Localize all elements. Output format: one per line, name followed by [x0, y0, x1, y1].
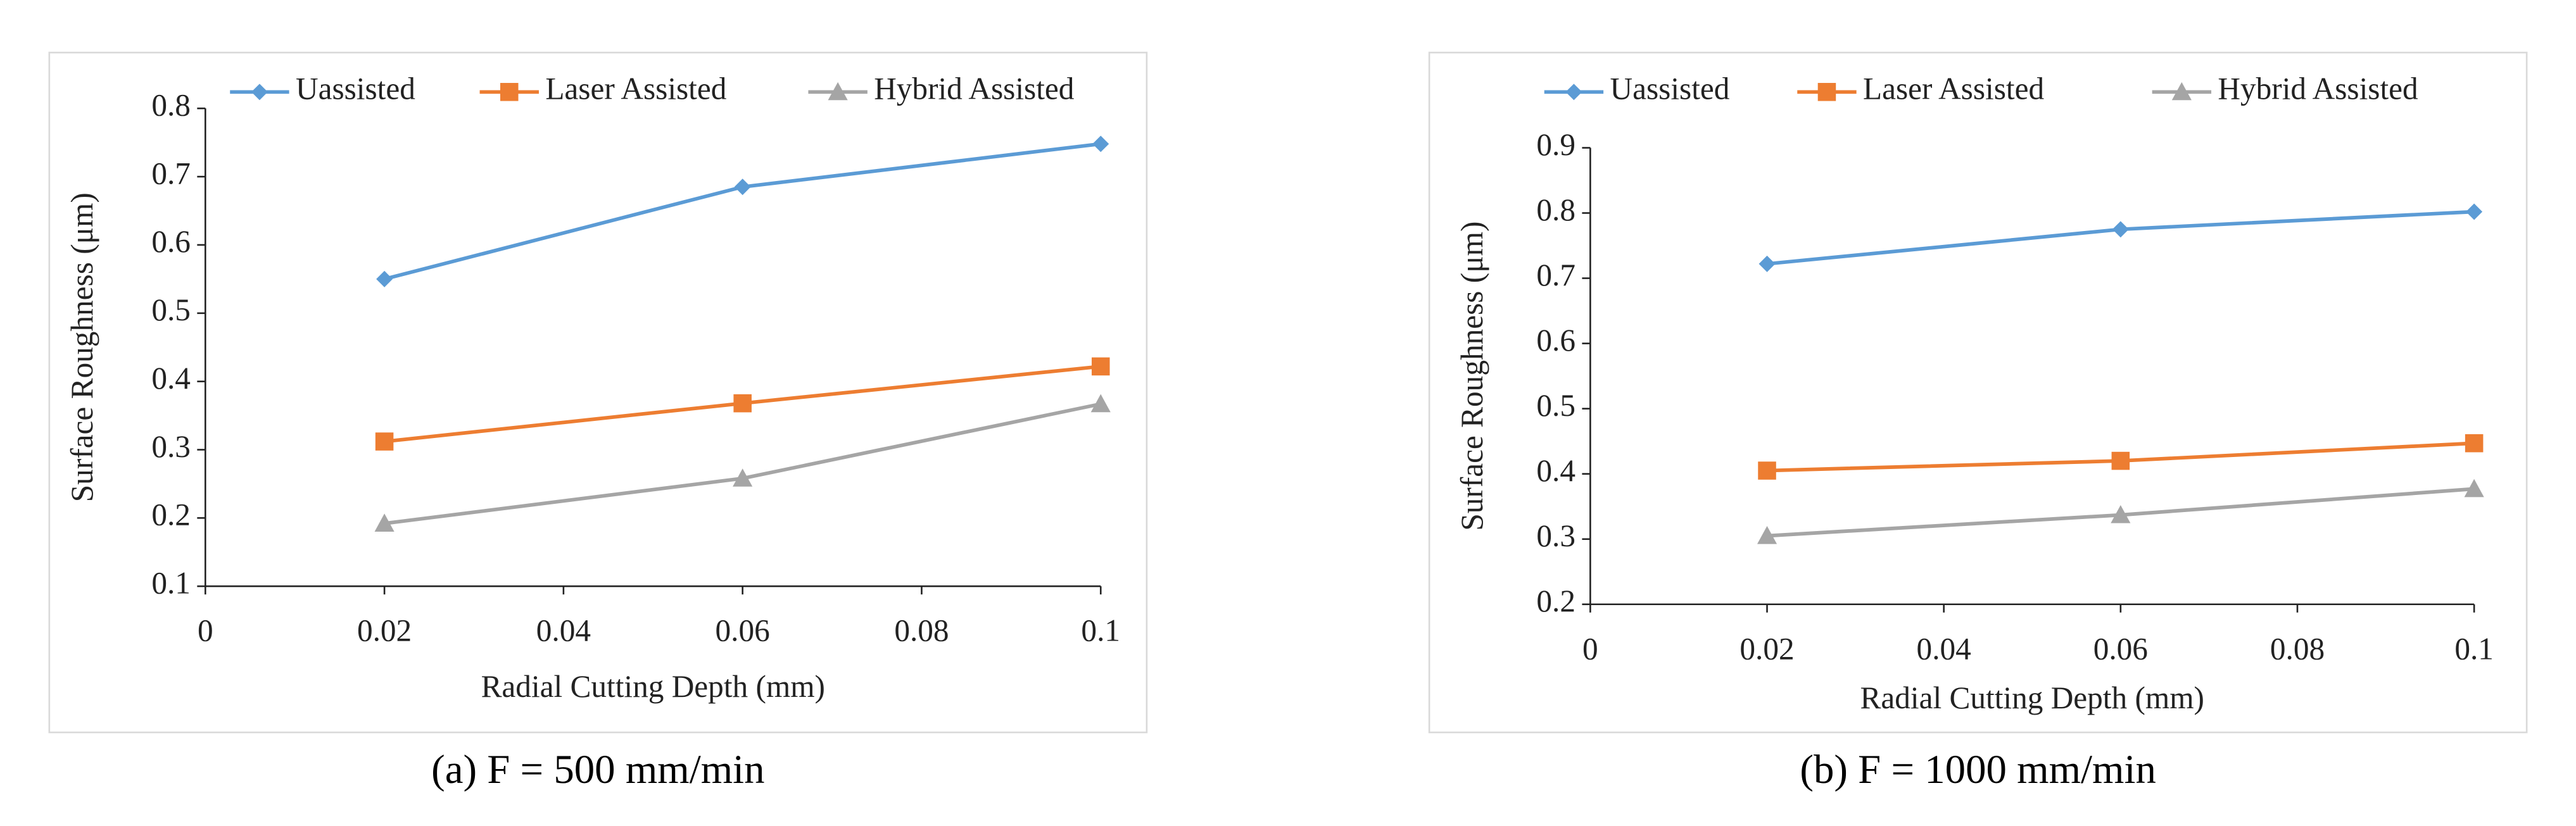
y-tick-label: 0.3 [1536, 518, 1575, 553]
marker [1758, 255, 1776, 272]
y-tick-label: 0.4 [151, 361, 191, 396]
marker [733, 394, 752, 413]
x-tick-label: 0.1 [1081, 613, 1120, 648]
y-tick-label: 0.7 [1536, 258, 1575, 292]
x-tick-label: 0.1 [2454, 631, 2494, 666]
y-tick-label: 0.8 [1536, 192, 1575, 227]
y-tick-label: 0.9 [1536, 127, 1575, 162]
x-axis-label: Radial Cutting Depth (mm) [1860, 680, 2204, 715]
caption: (b) F = 1000 mm/min [1800, 747, 2156, 792]
marker [733, 468, 753, 487]
x-tick-label: 0 [198, 613, 213, 648]
y-tick-label: 0.2 [151, 497, 191, 532]
marker [2465, 434, 2484, 453]
legend-label: Laser Assisted [1863, 72, 2044, 106]
legend-label: Hybrid Assisted [874, 72, 1075, 106]
marker [1091, 357, 1110, 376]
y-tick-label: 0.7 [151, 156, 191, 191]
marker [1758, 461, 1776, 480]
y-tick-label: 0.2 [1536, 584, 1575, 618]
marker [2111, 505, 2131, 523]
marker [2111, 451, 2130, 470]
y-tick-label: 0.5 [151, 292, 191, 327]
marker [1757, 525, 1777, 544]
marker [374, 513, 395, 532]
caption: (a) F = 500 mm/min [431, 747, 764, 792]
marker [2171, 82, 2192, 101]
y-tick-label: 0.6 [1536, 323, 1575, 358]
marker [1090, 394, 1111, 413]
x-tick-label: 0.02 [1739, 631, 1794, 666]
marker [1817, 83, 1836, 101]
marker [500, 83, 519, 101]
x-tick-label: 0.06 [716, 613, 770, 648]
legend-label: Uassisted [296, 72, 415, 106]
marker [376, 270, 393, 287]
chart-frame [1428, 51, 2528, 734]
y-axis-label: Surface Roughness (μm) [1455, 222, 1489, 531]
x-axis-label: Radial Cutting Depth (mm) [481, 669, 825, 704]
marker [2112, 221, 2129, 238]
x-tick-label: 0.08 [894, 613, 949, 648]
y-tick-label: 0.1 [151, 566, 191, 601]
y-tick-label: 0.3 [151, 429, 191, 464]
x-tick-label: 0 [1582, 631, 1598, 666]
y-tick-label: 0.4 [1536, 453, 1575, 488]
chart-frame [48, 51, 1148, 734]
y-tick-label: 0.6 [151, 224, 191, 259]
y-tick-label: 0.5 [1536, 388, 1575, 423]
marker [375, 432, 394, 451]
legend-label: Uassisted [1610, 72, 1730, 106]
x-tick-label: 0.04 [1917, 631, 1971, 666]
y-tick-label: 0.8 [151, 88, 191, 123]
x-tick-label: 0.08 [2270, 631, 2325, 666]
x-tick-label: 0.02 [357, 613, 412, 648]
legend-label: Laser Assisted [545, 72, 726, 106]
y-axis-label: Surface Roughness (μm) [65, 192, 99, 502]
marker [2464, 479, 2484, 497]
x-tick-label: 0.06 [2093, 631, 2148, 666]
legend-label: Hybrid Assisted [2218, 72, 2418, 106]
x-tick-label: 0.04 [536, 613, 591, 648]
marker [828, 82, 848, 101]
